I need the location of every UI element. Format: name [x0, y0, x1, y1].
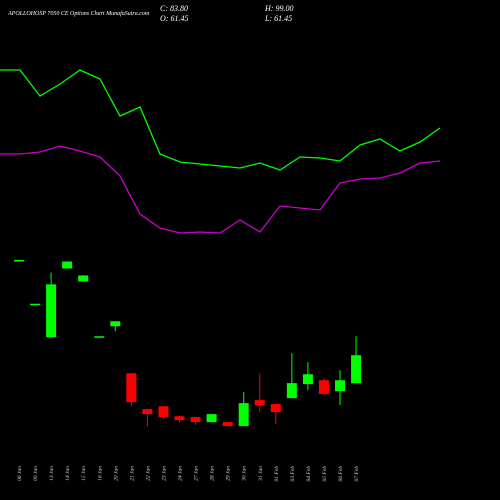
- candle-body: [46, 284, 57, 338]
- candle-body: [30, 303, 41, 306]
- candle-body: [190, 417, 201, 423]
- x-tick-label: 20 Jan: [113, 466, 119, 481]
- candle-body: [78, 275, 89, 282]
- candle-body: [222, 422, 233, 427]
- x-tick-label: 16 Jan: [97, 466, 103, 481]
- x-tick-label: 03 Feb: [290, 466, 296, 482]
- candle-body: [14, 260, 24, 262]
- candle-body: [142, 409, 153, 415]
- candle-body: [335, 380, 345, 392]
- indicator-line: [0, 69, 441, 171]
- x-tick-label: 21 Jan: [129, 466, 135, 481]
- x-tick-label: 24 Jan: [177, 466, 184, 481]
- candle-body: [270, 404, 281, 413]
- x-tick-label: 15 Jan: [81, 466, 87, 481]
- candle-body: [62, 261, 73, 269]
- indicator-line: [0, 145, 441, 234]
- x-tick-label: 27 Jan: [194, 466, 200, 481]
- x-tick-label: 30 Jan: [242, 466, 248, 482]
- candle-body: [351, 355, 362, 384]
- x-tick-label: 04 Feb: [305, 466, 312, 482]
- x-tick-label: 29 Jan: [226, 466, 232, 481]
- x-tick-label: 01 Feb: [274, 466, 280, 482]
- x-tick-label: 22 Jan: [145, 466, 151, 481]
- candle-body: [126, 373, 137, 403]
- candle-body: [286, 383, 297, 399]
- candle-body: [158, 406, 169, 418]
- candle-body: [94, 336, 105, 338]
- candle-body: [174, 416, 185, 421]
- x-tick-label: 06 Feb: [338, 466, 344, 482]
- x-tick-label: 05 Feb: [322, 466, 328, 482]
- x-tick-label: 09 Jan: [33, 466, 39, 481]
- candle-body: [318, 380, 329, 395]
- x-tick-label: 07 Feb: [354, 466, 360, 482]
- x-tick-label: 06 Jan: [17, 466, 23, 481]
- chart-title: APOLLOHOSP 7050 CE Options Chart MunafaS…: [7, 10, 150, 17]
- candle-body: [238, 403, 249, 427]
- candle-body: [206, 414, 217, 423]
- candle-body: [302, 374, 313, 385]
- candle-body: [110, 321, 121, 327]
- candle-body: [254, 400, 265, 406]
- x-tick-label: 14 Jan: [64, 466, 71, 481]
- annotation: C: 83.80: [160, 4, 188, 13]
- annotation: L: 61.45: [264, 14, 292, 23]
- x-tick-label: 28 Jan: [210, 466, 216, 481]
- annotation: H: 99.00: [264, 4, 293, 13]
- x-tick-label: 23 Jan: [161, 466, 167, 481]
- x-tick-label: 31 Jan: [258, 466, 264, 482]
- annotation: O: 61.45: [160, 14, 188, 23]
- x-tick-label: 13 Jan: [49, 466, 55, 481]
